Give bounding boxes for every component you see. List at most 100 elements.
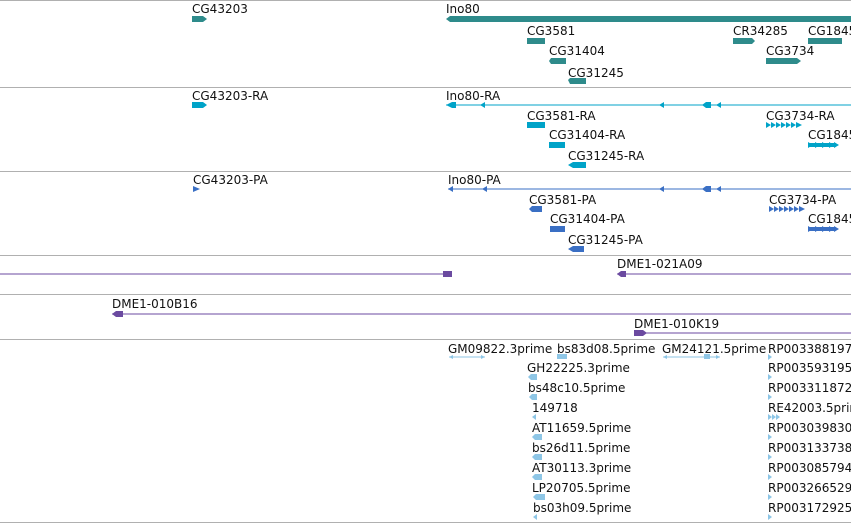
est-feature	[768, 394, 772, 400]
protein-feature	[568, 246, 584, 252]
est-label[interactable]: GM24121.5prime	[662, 342, 767, 356]
est-label[interactable]: bs48c10.5prime	[528, 381, 626, 395]
gene-label[interactable]: CG3581	[527, 24, 576, 38]
est-label[interactable]: RP003311872	[768, 381, 851, 395]
transcript-label[interactable]: CG43203-RA	[192, 89, 269, 103]
est-label[interactable]: RP003039830	[768, 421, 851, 435]
clone-label[interactable]: DME1-010B16	[112, 297, 198, 311]
est-label[interactable]: RP003133738	[768, 441, 851, 455]
est-label[interactable]: RP003388197	[768, 342, 851, 356]
est-feature	[529, 394, 537, 400]
est-label[interactable]: RP003172925	[768, 501, 851, 515]
rna-feature	[808, 142, 839, 148]
est-feature	[768, 354, 772, 360]
protein-feature	[808, 226, 839, 232]
est-label[interactable]: GM09822.3prime	[448, 342, 553, 356]
gene-feature	[568, 78, 586, 84]
protein-label[interactable]: CG31245-PA	[568, 233, 643, 247]
rna-feature	[549, 142, 565, 148]
gene-feature	[766, 58, 801, 64]
est-label[interactable]: RP003266529	[768, 481, 851, 495]
est-feature	[533, 494, 545, 500]
track-separator	[0, 339, 851, 340]
protein-label[interactable]: CG31404-PA	[550, 212, 625, 226]
protein-label[interactable]: CG1845	[808, 212, 851, 226]
rna-arrow	[716, 102, 721, 108]
protein-label[interactable]: Ino80-PA	[448, 173, 501, 187]
clone-label[interactable]: DME1-021A09	[617, 257, 703, 271]
est-exon	[449, 355, 453, 359]
clone-label[interactable]: DME1-010K19	[634, 317, 720, 331]
protein-feature	[529, 206, 542, 212]
gene-feature	[549, 58, 566, 64]
est-label[interactable]: bs83d08.5prime	[557, 342, 656, 356]
gene-label[interactable]: CG3734	[766, 44, 815, 58]
track-separator	[0, 87, 851, 88]
gene-label[interactable]: CG31245	[568, 66, 624, 80]
est-feature	[768, 454, 772, 460]
rna-exon	[446, 102, 456, 108]
protein-exon	[702, 186, 711, 192]
est-label[interactable]: RE42003.5prime	[768, 401, 851, 415]
transcript-label[interactable]: Ino80-RA	[446, 89, 501, 103]
track-separator	[0, 255, 851, 256]
gene-label[interactable]: CG31404	[549, 44, 605, 58]
est-feature	[768, 434, 772, 440]
gene-feature	[733, 38, 755, 44]
gene-feature	[446, 16, 851, 22]
est-feature	[528, 374, 537, 380]
est-label[interactable]: RP003593195	[768, 361, 851, 375]
rna-arrow	[480, 102, 485, 108]
protein-feature	[550, 226, 565, 232]
est-feature	[532, 414, 536, 420]
est-feature	[557, 354, 567, 359]
track-separator	[0, 171, 851, 172]
est-exon	[663, 355, 667, 359]
protein-arrow	[448, 186, 453, 192]
transcript-label[interactable]: CG3581-RA	[527, 109, 596, 123]
est-label[interactable]: AT11659.5prime	[532, 421, 632, 435]
transcript-label[interactable]: CG31245-RA	[568, 149, 645, 163]
est-exon	[704, 354, 710, 359]
est-label[interactable]: 149718	[532, 401, 578, 415]
est-label[interactable]: bs03h09.5prime	[533, 501, 632, 515]
protein-arrow	[482, 186, 487, 192]
est-feature	[533, 514, 537, 520]
est-label[interactable]: GH22225.3prime	[527, 361, 630, 375]
protein-label[interactable]: CG43203-PA	[193, 173, 268, 187]
rna-arrow	[659, 102, 664, 108]
est-label[interactable]: AT30113.3prime	[532, 461, 632, 475]
rna-feature	[192, 102, 207, 108]
clone-end	[443, 271, 452, 277]
protein-label[interactable]: CG3734-PA	[769, 193, 837, 207]
protein-feature	[193, 186, 200, 192]
gene-feature	[808, 38, 842, 44]
est-exon	[716, 355, 720, 359]
rna-feature	[568, 162, 586, 168]
gene-label[interactable]: Ino80	[446, 2, 480, 16]
protein-arrow	[659, 186, 664, 192]
transcript-label[interactable]: CG3734-RA	[766, 109, 835, 123]
transcript-label[interactable]: CG1845	[808, 128, 851, 142]
clone-end	[112, 311, 123, 317]
est-feature	[768, 514, 772, 520]
est-feature	[532, 434, 542, 440]
rna-feature	[766, 122, 802, 128]
est-feature	[532, 454, 542, 460]
track-separator	[0, 294, 851, 295]
est-feature	[768, 374, 772, 380]
gene-label[interactable]: CR34285	[733, 24, 788, 38]
est-label[interactable]: LP20705.5prime	[532, 481, 631, 495]
rna-feature	[527, 122, 545, 128]
transcript-label[interactable]: CG31404-RA	[549, 128, 626, 142]
est-label[interactable]: bs26d11.5prime	[532, 441, 631, 455]
gene-feature	[527, 38, 545, 44]
est-label[interactable]: RP003085794	[768, 461, 851, 475]
protein-label[interactable]: CG3581-PA	[529, 193, 597, 207]
est-feature	[768, 474, 772, 480]
gene-label[interactable]: CG1845	[808, 24, 851, 38]
protein-feature	[769, 206, 805, 212]
gene-label[interactable]: CG43203	[192, 2, 248, 16]
